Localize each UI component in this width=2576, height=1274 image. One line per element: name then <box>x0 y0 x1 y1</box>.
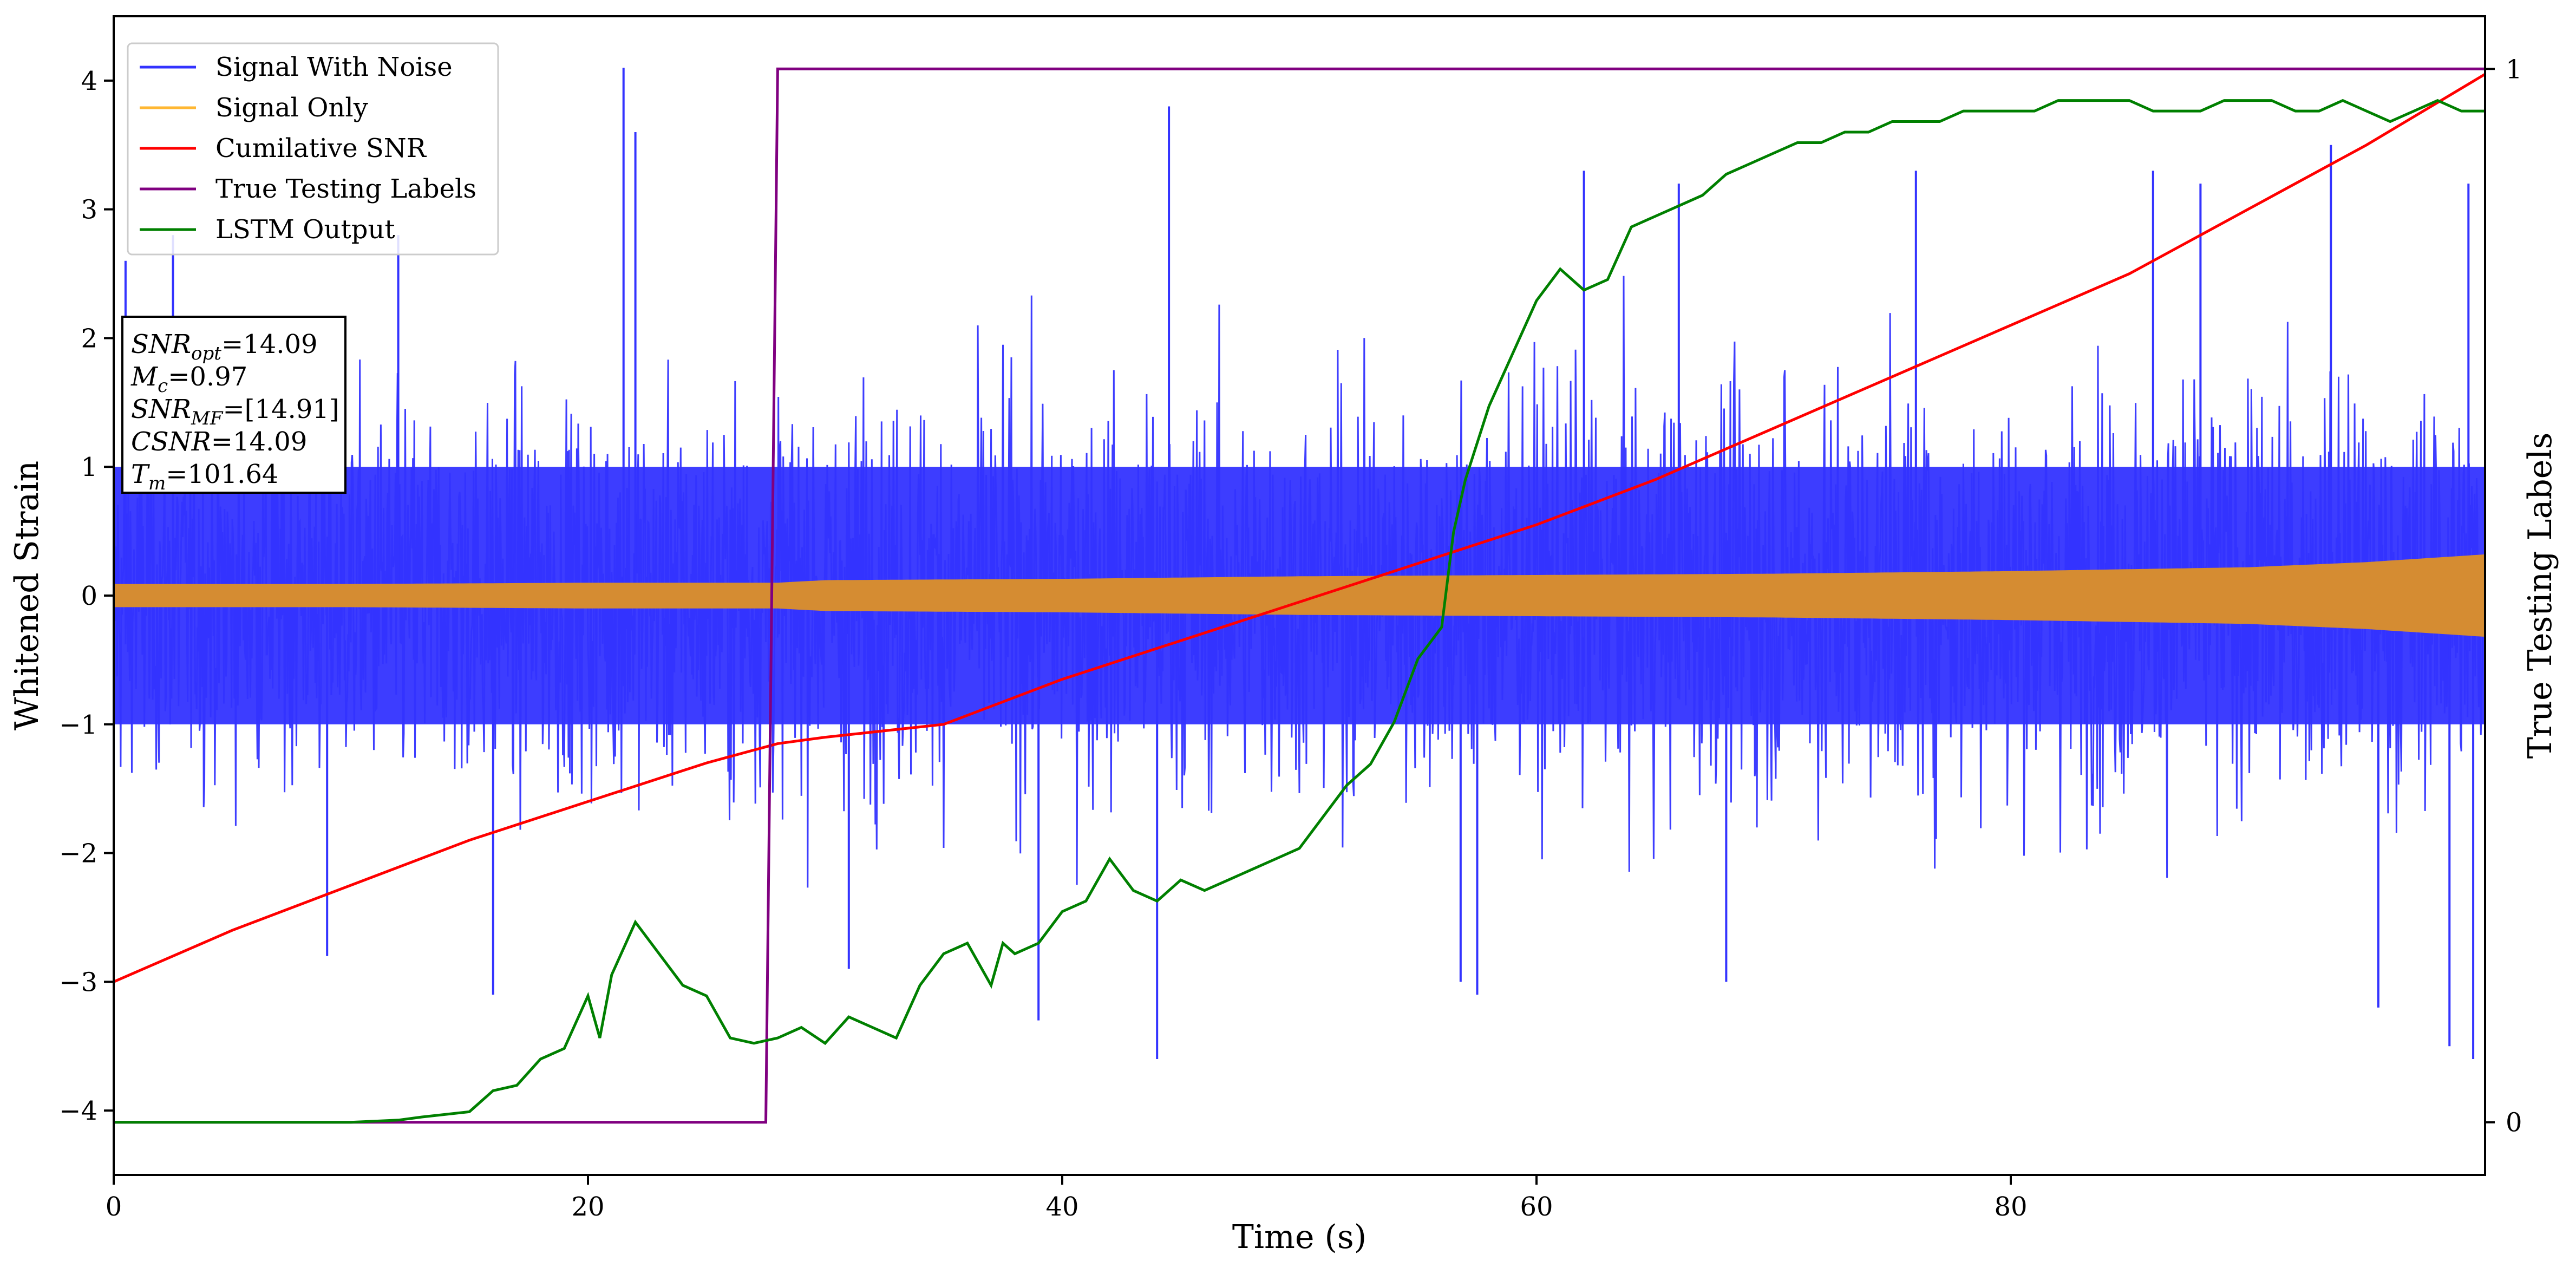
true-testing-labels-series <box>114 67 2485 1124</box>
plot-area <box>114 67 2485 1124</box>
y-tick-label: 0 <box>81 581 97 611</box>
legend-label: LSTM Output <box>215 214 395 245</box>
x-axis-ticks: 0 20 40 60 80 <box>106 1175 2028 1222</box>
y-tick-label: 4 <box>81 66 97 96</box>
y-tick-label: 3 <box>81 195 97 225</box>
annotation-line: SNRMF=[14.91] <box>131 394 339 429</box>
y-axis-label: Whitened Strain <box>8 461 46 730</box>
cumulative-snr-series <box>114 73 2485 983</box>
x-tick-label: 0 <box>106 1192 122 1222</box>
y2-tick-label: 1 <box>2506 54 2522 84</box>
annotation-line: Mc=0.97 <box>130 362 247 397</box>
y2-axis-ticks: 01 <box>2485 54 2522 1138</box>
legend-label: Signal Only <box>215 93 368 123</box>
y-tick-label: −3 <box>59 967 97 997</box>
cumulative-snr-line <box>114 73 2485 983</box>
legend-label: True Testing Labels <box>215 174 476 204</box>
y2-tick-label: 0 <box>2506 1108 2522 1138</box>
x-tick-label: 20 <box>571 1192 604 1222</box>
true-testing-labels-line <box>114 67 2485 1124</box>
signal-only-band <box>114 554 2485 637</box>
y-tick-label: −1 <box>59 710 97 740</box>
annotation-box: SNRopt=14.09Mc=0.97SNRMF=[14.91]CSNR=14.… <box>121 316 346 494</box>
legend-label: Signal With Noise <box>215 52 453 82</box>
x-tick-label: 80 <box>1994 1192 2027 1222</box>
annotation-frame <box>121 316 346 494</box>
y-tick-label: 2 <box>81 323 97 354</box>
signal-only-series <box>114 554 2485 637</box>
y-tick-label: −2 <box>59 839 97 869</box>
y2-axis-label: True Testing Labels <box>2521 433 2559 759</box>
lstm-output-line <box>114 99 2485 1124</box>
annotation-line: SNRopt=14.09 <box>131 329 318 364</box>
legend: Signal With Noise Signal Only Cumilative S… <box>127 42 499 256</box>
legend-label: Cumilative SNR <box>215 133 427 164</box>
y-axis-ticks: −4 −3 −2 −1 0 1 2 3 4 <box>59 66 114 1126</box>
annotation-line: Tm=101.64 <box>131 459 278 494</box>
annotation-line: CSNR=14.09 <box>131 427 307 457</box>
x-axis-label: Time (s) <box>1232 1218 1367 1256</box>
x-tick-label: 60 <box>1520 1192 1553 1222</box>
y-tick-label: 1 <box>81 452 97 482</box>
legend-box <box>127 42 499 256</box>
x-tick-label: 40 <box>1045 1192 1078 1222</box>
lstm-output-series <box>114 99 2485 1124</box>
y-tick-label: −4 <box>59 1096 97 1126</box>
